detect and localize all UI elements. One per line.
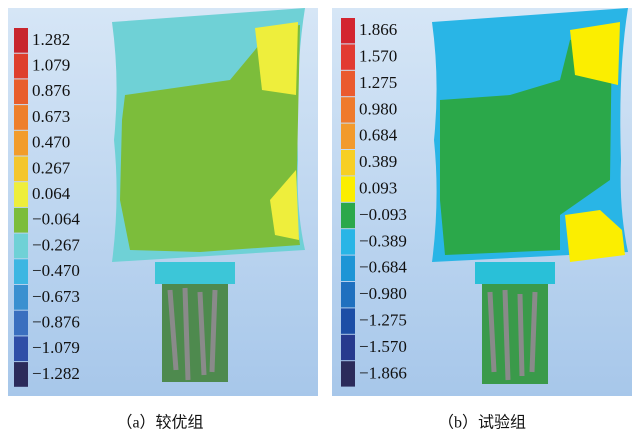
legend-label: −0.684 <box>359 258 407 277</box>
legend-label: −0.876 <box>32 312 80 331</box>
legend-label: 1.282 <box>32 30 70 49</box>
legend-label: 1.570 <box>359 47 397 66</box>
legend-label: −0.389 <box>359 231 407 250</box>
legend-swatch <box>341 124 355 149</box>
legend-label: −0.267 <box>32 235 80 254</box>
legend-label: 1.866 <box>359 20 397 39</box>
legend-label: 1.079 <box>32 55 70 74</box>
legend-swatch <box>341 150 355 175</box>
legend-label: 0.876 <box>32 81 70 100</box>
legend-swatch <box>14 157 28 182</box>
legend-swatch <box>14 208 28 233</box>
legend-swatch <box>14 234 28 259</box>
legend-label: −1.275 <box>359 311 407 330</box>
legend-swatch <box>341 229 355 254</box>
legend-swatch <box>341 361 355 386</box>
legend-label: −1.866 <box>359 363 407 382</box>
legend-label: −0.470 <box>32 261 80 280</box>
legend-label: 0.470 <box>32 133 70 152</box>
legend-swatch <box>341 97 355 122</box>
legend-label: −1.079 <box>32 338 80 357</box>
legend-label: 0.980 <box>359 99 397 118</box>
legend-swatch <box>341 282 355 307</box>
legend-swatch <box>14 131 28 156</box>
legend-swatch <box>14 54 28 79</box>
caption: （a）较优组 <box>116 414 203 432</box>
legend-swatch <box>341 44 355 69</box>
legend-label: −0.673 <box>32 287 80 306</box>
legend-swatch <box>14 336 28 361</box>
legend-swatch <box>341 18 355 43</box>
legend-swatch <box>14 79 28 104</box>
legend-swatch <box>14 105 28 130</box>
legend-label: 0.389 <box>359 152 397 171</box>
legend-label: −1.282 <box>32 364 80 383</box>
legend-label: 0.093 <box>359 179 397 198</box>
legend-swatch <box>14 259 28 284</box>
legend-swatch <box>341 256 355 281</box>
legend-label: 1.275 <box>359 73 397 92</box>
figure: 1.282 1.079 0.876 0.673 0.470 0.267 0.064 −0.06… <box>0 0 640 441</box>
legend-label: 0.064 <box>32 184 71 203</box>
legend-label: 0.267 <box>32 158 71 177</box>
legend-swatch <box>14 311 28 336</box>
legend-swatch <box>341 71 355 96</box>
legend-label: −1.570 <box>359 337 407 356</box>
legend-label: −0.093 <box>359 205 407 224</box>
legend-swatch <box>14 285 28 310</box>
legend-label: 0.673 <box>32 107 70 126</box>
legend-swatch <box>341 308 355 333</box>
legend-swatch <box>14 28 28 53</box>
legend-swatch <box>341 335 355 360</box>
legend-label: −0.064 <box>32 210 80 229</box>
legend-label: 0.684 <box>359 126 398 145</box>
caption: （b）试验组 <box>438 414 526 432</box>
legend-swatch <box>14 182 28 207</box>
legend-swatch <box>14 362 28 387</box>
legend-swatch <box>341 203 355 228</box>
legend-label: −0.980 <box>359 284 407 303</box>
legend-swatch <box>341 176 355 201</box>
